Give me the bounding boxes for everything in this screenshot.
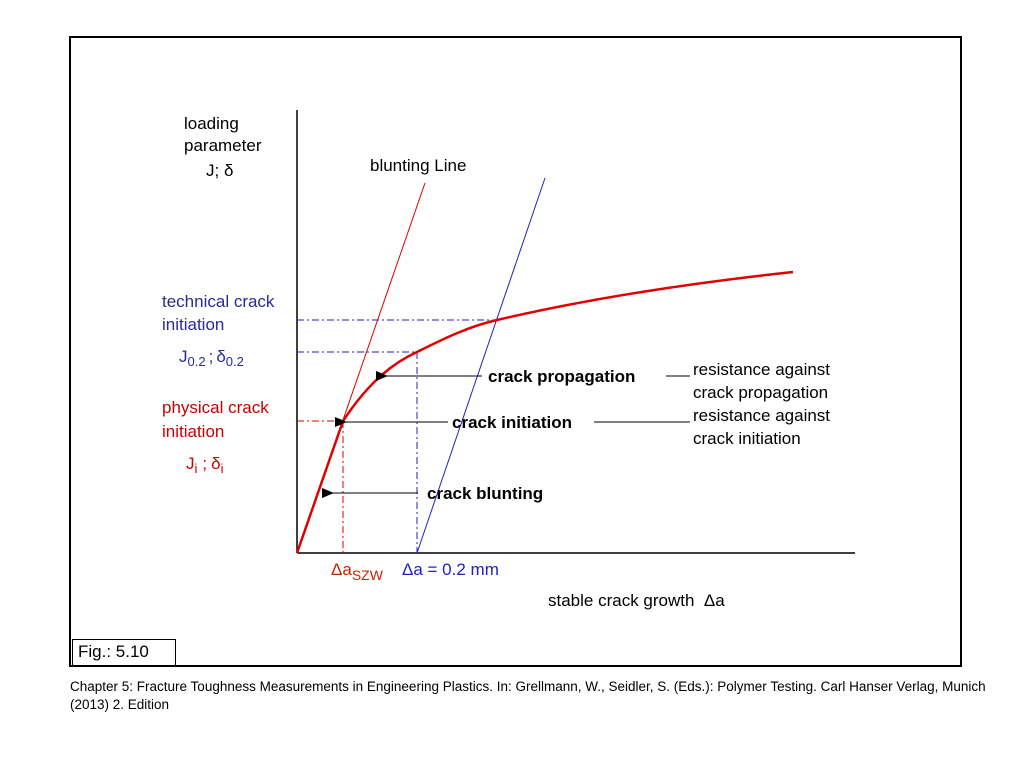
- source-caption: Chapter 5: Fracture Toughness Measuremen…: [70, 679, 986, 712]
- szw-marker-label: ΔaSZW: [331, 560, 384, 583]
- figure-frame: [69, 36, 962, 667]
- stage-blunting-label: crack blunting: [427, 484, 543, 503]
- physical-initiation-symbol: Ji; δi: [186, 454, 224, 476]
- figure-number-label: Fig.: 5.10: [72, 639, 176, 666]
- physical-initiation-line1: physical crack: [162, 398, 269, 417]
- offset-marker-label: Δa = 0.2 mm: [402, 560, 499, 579]
- x-axis-label: stable crack growth Δa: [548, 591, 725, 610]
- y-axis-label-line3: J; δ: [206, 161, 233, 180]
- blunting-line-label: blunting Line: [370, 156, 466, 175]
- offset-line: [416, 177, 546, 554]
- resistance-propagation-line2: crack propagation: [693, 383, 828, 402]
- technical-initiation-symbol: J0.2; δ0.2: [179, 347, 244, 369]
- technical-initiation-line1: technical crack: [162, 292, 275, 311]
- resistance-initiation-line2: crack initiation: [693, 429, 801, 448]
- physical-initiation-line2: initiation: [162, 422, 224, 441]
- y-axis-label-line1: loading: [184, 114, 239, 133]
- stage-propagation-label: crack propagation: [488, 367, 635, 386]
- stage-initiation-label: crack initiation: [452, 413, 572, 432]
- resistance-propagation-line1: resistance against: [693, 360, 830, 379]
- technical-initiation-line2: initiation: [162, 315, 224, 334]
- resistance-initiation-line1: resistance against: [693, 406, 830, 425]
- y-axis-label-line2: parameter: [184, 136, 262, 155]
